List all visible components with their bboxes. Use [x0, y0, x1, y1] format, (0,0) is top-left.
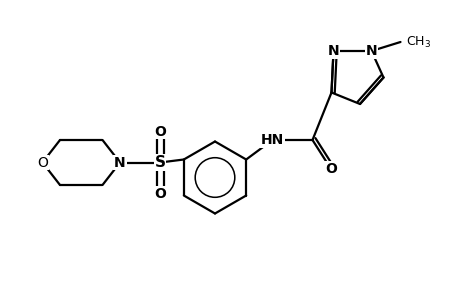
- Text: CH$_3$: CH$_3$: [405, 34, 430, 50]
- Text: S: S: [154, 155, 165, 170]
- Text: N: N: [327, 44, 339, 58]
- Text: O: O: [325, 162, 336, 176]
- Text: O: O: [154, 124, 166, 139]
- Text: N: N: [114, 155, 126, 170]
- Text: O: O: [37, 155, 48, 170]
- Text: HN: HN: [260, 133, 284, 147]
- Text: O: O: [154, 187, 166, 200]
- Text: N: N: [365, 44, 376, 58]
